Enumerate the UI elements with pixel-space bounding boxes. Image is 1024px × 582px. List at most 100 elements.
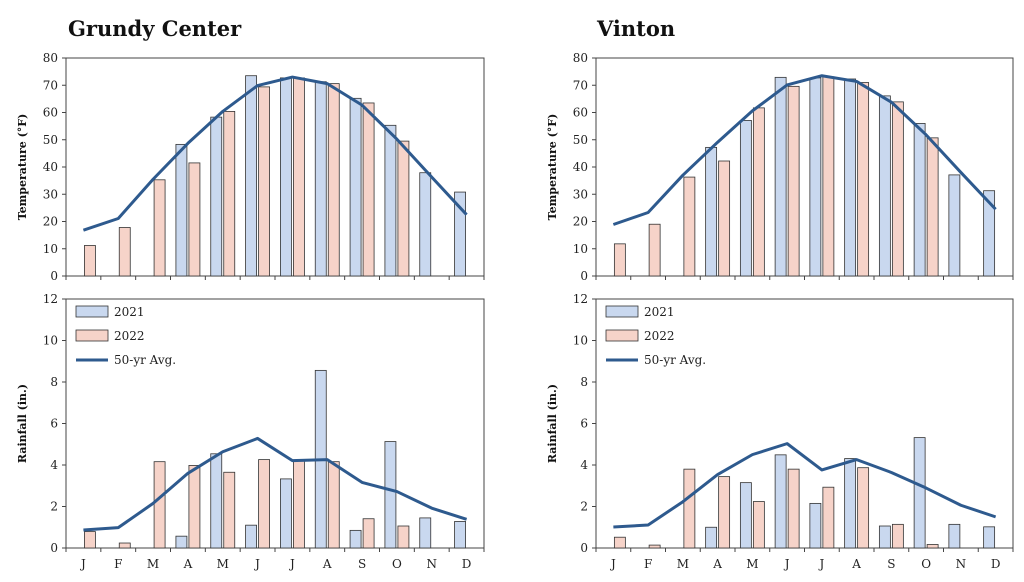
bar-2022	[891, 523, 904, 549]
bar-2022	[362, 102, 375, 277]
bar-2022	[683, 176, 696, 277]
line-50yr-avg	[613, 442, 997, 529]
line-50yr-avg	[83, 436, 468, 532]
bar-2022	[327, 83, 340, 277]
x-tick-label: N	[956, 557, 967, 571]
bar-2022	[787, 85, 800, 277]
y-tick-label: 30	[573, 187, 588, 201]
bar-2021	[878, 95, 891, 277]
panel-gc-temp: 0 10 20 30 40 50 60 70 80 Temperature (°F)	[16, 51, 485, 283]
x-tick-label: S	[358, 557, 366, 571]
bar-2021	[739, 482, 752, 549]
panel-vin-temp: 0 10 20 30 40 50 60 70 80 Temperature (°F)	[546, 51, 1014, 283]
bar-2021	[210, 116, 223, 277]
bar-2022	[118, 542, 131, 549]
bar-2021	[739, 120, 752, 277]
y-tick-label: 60	[43, 106, 58, 120]
y-tick-label: 8	[580, 375, 588, 389]
legend-swatch-2021	[605, 305, 639, 318]
y-tick-label: 50	[573, 133, 588, 147]
bar-2021	[454, 191, 466, 277]
bar-2021	[280, 77, 292, 277]
bar-2022	[822, 486, 835, 549]
y-axis-label: Temperature (°F)	[546, 114, 559, 221]
y-tick-label: 10	[573, 334, 588, 348]
legend-label: 50-yr Avg.	[644, 353, 706, 367]
y-tick-label: 0	[50, 541, 58, 555]
bar-2022	[223, 111, 236, 277]
x-tick-label: F	[114, 557, 122, 571]
bar-2022	[648, 544, 661, 549]
bar-2021	[948, 174, 961, 277]
legend-swatch-2021	[75, 305, 109, 318]
bar-2021	[809, 502, 822, 549]
chart-title-grundy-center: Grundy Center	[68, 16, 242, 41]
y-tick-label: 80	[573, 51, 588, 65]
x-tick-label: S	[887, 557, 895, 571]
x-tick-label: D	[991, 557, 1001, 571]
bar-2022	[752, 107, 765, 277]
bar-2022	[926, 137, 939, 277]
bar-2021	[774, 76, 787, 277]
x-tick-label: M	[677, 557, 689, 571]
x-tick-label: J	[817, 557, 824, 571]
bar-2022	[891, 101, 904, 277]
y-axis-label: Temperature (°F)	[16, 114, 29, 221]
y-tick-label: 40	[43, 160, 58, 174]
bar-2021	[349, 529, 362, 549]
y-tick-label: 4	[580, 458, 588, 472]
bar-2022	[327, 461, 340, 549]
line-50yr-avg	[612, 74, 997, 226]
bar-2022	[84, 531, 96, 549]
bar-2022	[362, 518, 375, 549]
bar-2022	[188, 162, 201, 277]
y-tick-label: 20	[573, 215, 588, 229]
bar-2021	[983, 190, 996, 277]
x-tick-label: O	[921, 557, 931, 571]
y-tick-label: 10	[573, 242, 588, 256]
bar-2021	[454, 521, 466, 549]
bar-2021	[844, 78, 857, 277]
y-axis-label: Rainfall (in.)	[16, 384, 29, 463]
y-tick-label: 12	[573, 292, 588, 306]
y-tick-label: 60	[573, 106, 588, 120]
y-tick-label: 10	[43, 242, 58, 256]
y-tick-label: 12	[43, 292, 58, 306]
bar-2021	[349, 97, 362, 277]
x-tick-label: J	[288, 557, 295, 571]
bar-2021	[384, 441, 397, 549]
bar-2022	[613, 243, 626, 277]
bar-2021	[705, 146, 718, 277]
y-tick-label: 4	[50, 458, 58, 472]
bar-2022	[258, 86, 270, 277]
bar-2022	[153, 461, 166, 549]
bar-2021	[245, 75, 257, 277]
x-tick-label: A	[712, 557, 722, 571]
y-tick-label: 10	[43, 334, 58, 348]
bar-2022	[718, 476, 731, 549]
x-tick-label: A	[851, 557, 861, 571]
line-50yr-avg	[82, 75, 468, 232]
bar-2022	[293, 460, 305, 549]
bar-2022	[188, 465, 201, 549]
legend-swatch-2022	[605, 329, 639, 342]
bar-2021	[175, 143, 188, 277]
legend-label: 2022	[114, 329, 145, 343]
x-tick-label: J	[253, 557, 260, 571]
bar-2022	[857, 467, 870, 549]
bar-2021	[314, 81, 327, 277]
y-tick-label: 0	[50, 269, 58, 283]
x-tick-label: A	[183, 557, 193, 571]
bar-2022	[613, 536, 626, 549]
bar-2021	[210, 453, 223, 549]
bar-2022	[258, 459, 270, 549]
bar-2022	[752, 501, 765, 549]
y-tick-label: 70	[43, 78, 58, 92]
panel-vin-rain: 0 2 4 6 8 10 12 J F M A M J J A S O N D Rainfall (in.) 2021 2…	[546, 292, 1014, 571]
legend-label: 2022	[644, 329, 675, 343]
bar-2022	[293, 77, 305, 277]
x-tick-label: F	[644, 557, 652, 571]
x-tick-label: D	[462, 557, 472, 571]
bar-2021	[948, 523, 961, 549]
